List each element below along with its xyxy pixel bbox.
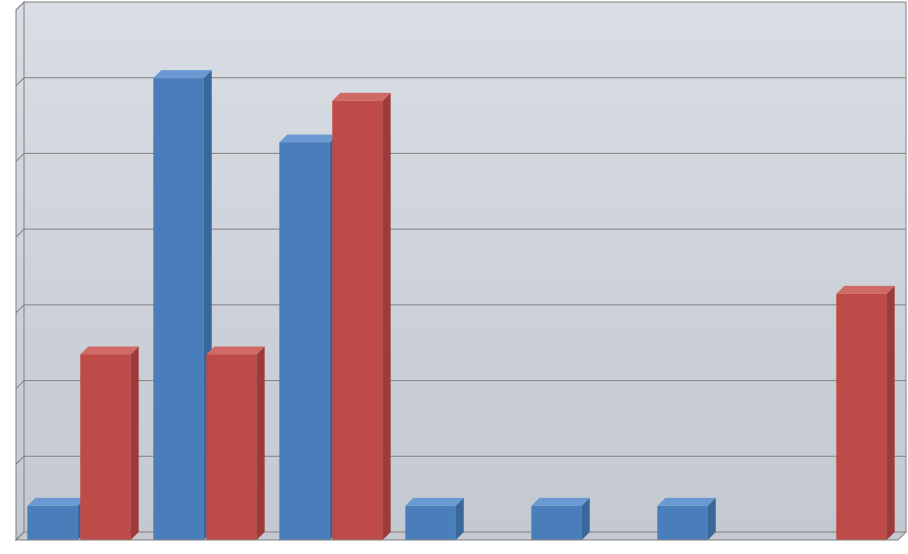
bar-series-a	[279, 143, 329, 541]
bar-series-b	[332, 101, 382, 540]
bar-series-a	[153, 78, 203, 540]
bar-series-b	[836, 294, 886, 540]
bar-series-a	[27, 506, 77, 540]
bar-series-b	[206, 355, 256, 541]
bar-chart	[0, 0, 908, 554]
bar-series-a	[657, 506, 707, 540]
bar-series-a	[405, 506, 455, 540]
bar-series-a	[531, 506, 581, 540]
bar-series-b	[80, 355, 130, 541]
